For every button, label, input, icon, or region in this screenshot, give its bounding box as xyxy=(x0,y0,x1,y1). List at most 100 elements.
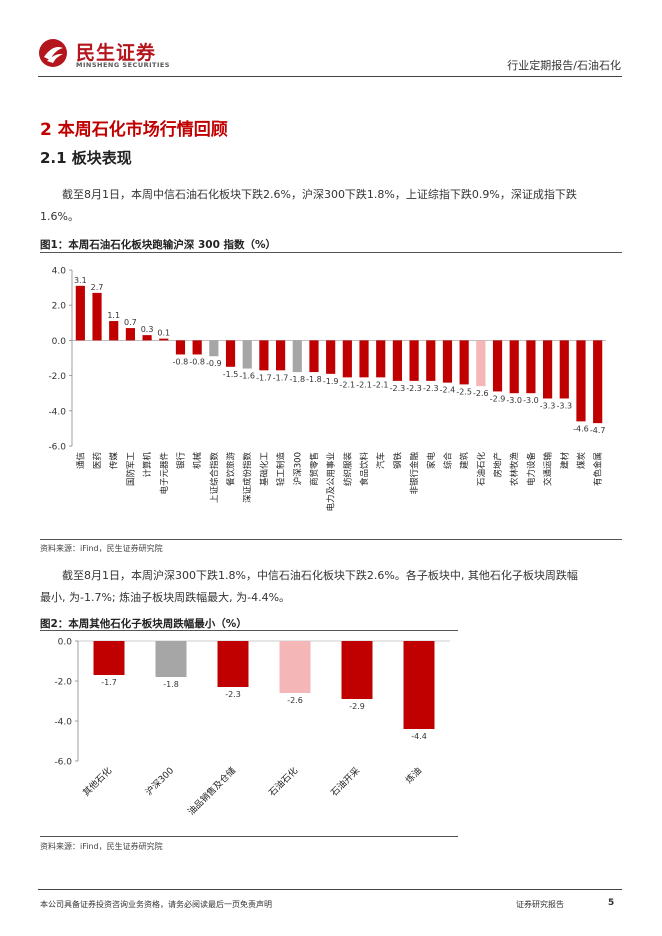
logo-english-text: MINSHENG SECURITIES xyxy=(76,61,170,69)
footer-report-type: 证券研究报告 xyxy=(516,900,564,909)
category-label: 电子元器件 xyxy=(159,452,170,495)
y-tick-label: -6.0 xyxy=(48,443,66,453)
category-label: 深证成份指数 xyxy=(242,452,253,504)
bar xyxy=(159,338,169,341)
bar xyxy=(242,340,252,369)
y-tick-label: -2.0 xyxy=(54,678,72,688)
category-label: 油品销售及仓储 xyxy=(185,765,238,818)
data-label: -0.9 xyxy=(206,359,222,368)
bar xyxy=(426,340,436,381)
y-tick-label: 0.0 xyxy=(52,337,67,347)
data-label: -1.5 xyxy=(223,370,239,379)
data-label: -2.9 xyxy=(349,702,365,711)
figure1-bottom-rule xyxy=(40,539,622,540)
category-label: 机械 xyxy=(192,452,203,470)
category-label: 汽车 xyxy=(376,452,387,469)
paragraph-index-summary: 截至8月1日，本周中信石油石化板块下跌2.6%，沪深300下跌1.8%，上证综指… xyxy=(40,188,577,223)
bar xyxy=(409,340,419,381)
category-label: 沪深300 xyxy=(143,764,177,798)
bar xyxy=(442,340,453,383)
data-label: 0.7 xyxy=(124,318,137,327)
data-label: -3.3 xyxy=(556,401,572,410)
bar xyxy=(559,340,569,399)
section-heading: 2 本周石化市场行情回顾 xyxy=(40,120,228,140)
category-label: 房地产 xyxy=(493,452,504,478)
figure1-source: 资料来源：iFind，民生证券研究院 xyxy=(40,544,163,553)
bar xyxy=(109,321,119,341)
category-label: 沪深300 xyxy=(292,452,303,485)
data-label: -4.6 xyxy=(573,424,589,433)
paragraph-subsector-summary: 截至8月1日，本周沪深300下跌1.8%，中信石油石化板块下跌2.6%。各子板块… xyxy=(40,569,578,604)
category-label: 非银行金融 xyxy=(409,452,420,495)
bar xyxy=(341,641,373,699)
category-label: 电力及公用事业 xyxy=(326,452,337,512)
category-label: 石油开采 xyxy=(328,765,362,799)
bar xyxy=(279,641,311,693)
bar xyxy=(526,340,536,394)
y-tick-label: 0.0 xyxy=(58,638,73,648)
bar xyxy=(92,292,102,341)
data-label: 0.1 xyxy=(157,329,170,338)
bar xyxy=(93,641,125,675)
category-label: 交通运输 xyxy=(543,452,554,487)
minsheng-logo-icon xyxy=(39,39,67,67)
data-label: -2.1 xyxy=(340,380,356,389)
bar xyxy=(476,340,486,387)
bar xyxy=(225,340,236,367)
bar xyxy=(276,340,286,371)
bar xyxy=(142,335,152,341)
header-divider xyxy=(38,76,622,77)
category-label: 石油石化 xyxy=(266,765,300,799)
bar xyxy=(403,641,435,729)
data-label: -0.8 xyxy=(189,357,205,366)
y-tick-label: 2.0 xyxy=(52,302,67,312)
data-label: 1.1 xyxy=(107,311,120,320)
bar xyxy=(155,641,187,677)
category-label: 建筑 xyxy=(459,452,470,470)
category-label: 纺织服装 xyxy=(342,452,353,487)
bar xyxy=(209,340,219,357)
category-label: 计算机 xyxy=(142,452,153,478)
data-label: -2.6 xyxy=(473,389,489,398)
category-label: 医药 xyxy=(92,452,103,469)
category-label: 有色金属 xyxy=(593,452,604,486)
category-label: 钢铁 xyxy=(392,452,403,470)
y-tick-label: -4.0 xyxy=(54,718,72,728)
logo-chinese-text: 民生证券 xyxy=(76,42,157,64)
footer-disclaimer: 本公司具备证券投资咨询业务资格，请务必阅读最后一页免责声明 xyxy=(40,900,272,909)
subsection-heading: 2.1 板块表现 xyxy=(40,149,132,167)
bar xyxy=(75,285,85,341)
category-label: 煤炭 xyxy=(576,452,587,470)
figure1-bar-chart: 4.0 2.0 0.0 -2.0 -4.0 -6.0 3.1 通信 2.7 医药 1.1 传媒 0.7 国… xyxy=(48,267,606,512)
data-label: -1.6 xyxy=(239,372,255,381)
data-label: 3.1 xyxy=(74,276,87,285)
data-label: -2.1 xyxy=(373,380,389,389)
figure2-source: 资料来源：iFind，民生证券研究院 xyxy=(40,842,163,851)
data-label: -2.6 xyxy=(287,696,303,705)
data-label: -3.0 xyxy=(506,396,522,405)
data-label: -1.8 xyxy=(306,375,322,384)
category-label: 国防军工 xyxy=(125,452,136,487)
data-label: -2.3 xyxy=(390,384,406,393)
data-label: -3.0 xyxy=(523,396,539,405)
category-label: 炼油 xyxy=(403,765,424,786)
data-label: -2.3 xyxy=(225,690,241,699)
data-label: -1.7 xyxy=(256,373,272,382)
category-label: 综合 xyxy=(442,452,453,470)
category-label: 电力设备 xyxy=(526,452,537,487)
data-label: -3.3 xyxy=(540,401,556,410)
data-label: -2.4 xyxy=(440,386,456,395)
category-label: 食品饮料 xyxy=(359,452,370,487)
figure2-bottom-rule xyxy=(40,836,458,837)
bar xyxy=(326,340,336,374)
data-label: 0.3 xyxy=(141,325,154,334)
category-label: 农林牧渔 xyxy=(509,452,520,487)
bar xyxy=(543,340,553,399)
figure2-title: 图2：本周其他石化子板块周跌幅最小（%） xyxy=(40,618,247,630)
category-label: 家电 xyxy=(426,452,437,470)
category-label: 建材 xyxy=(559,452,570,470)
category-label: 银行 xyxy=(175,452,186,470)
data-label: 2.7 xyxy=(91,283,104,292)
category-label: 其他石化 xyxy=(80,765,114,799)
bar xyxy=(576,340,586,422)
